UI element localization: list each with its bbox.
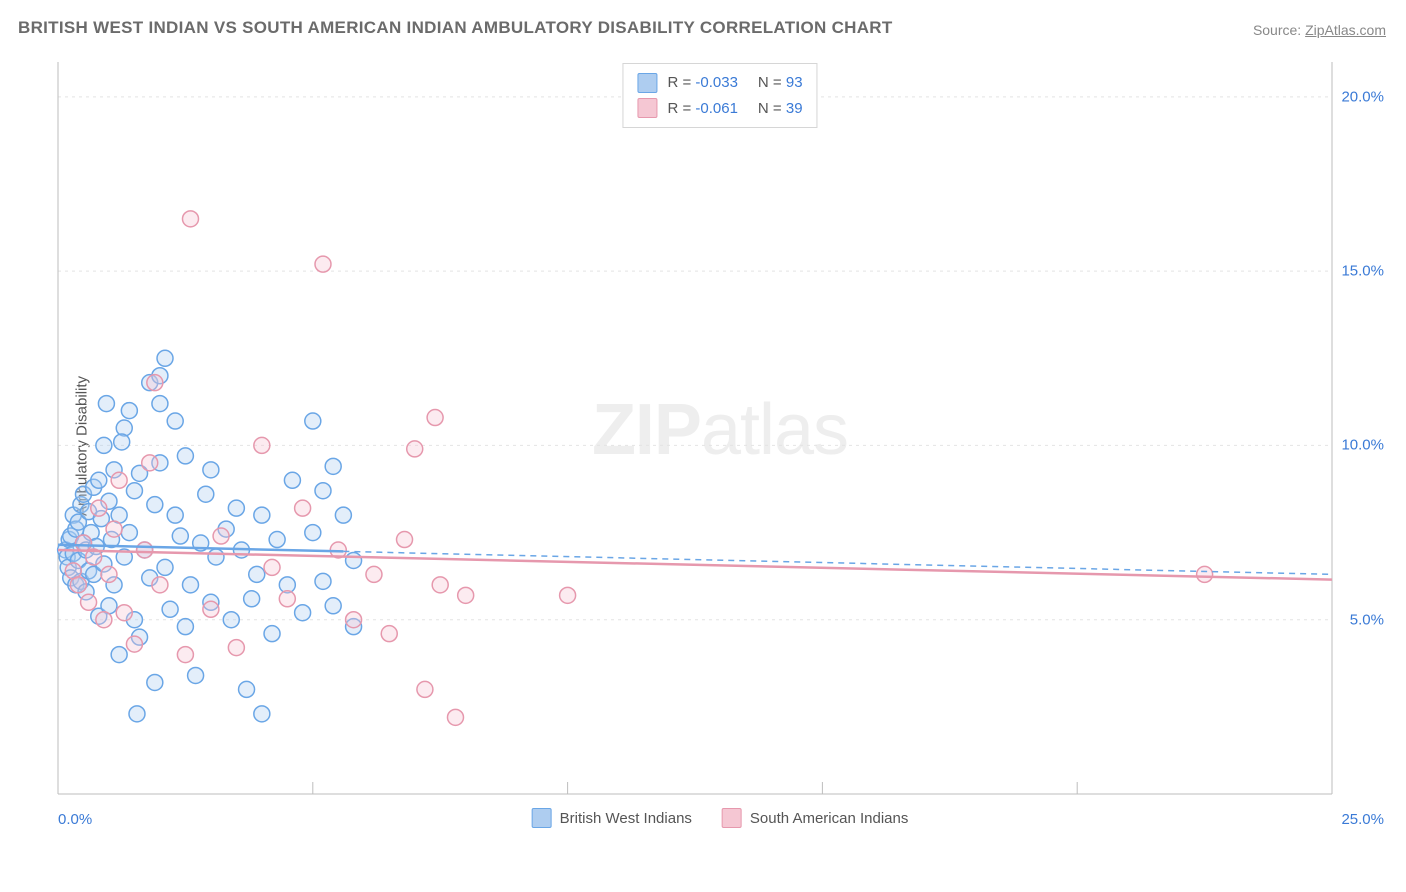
chart-container: BRITISH WEST INDIAN VS SOUTH AMERICAN IN… [0, 0, 1406, 892]
correlation-legend: R = -0.033 N = 93 R = -0.061 N = 39 [622, 63, 817, 128]
legend-row-1: R = -0.033 N = 93 [637, 70, 802, 96]
chart-title: BRITISH WEST INDIAN VS SOUTH AMERICAN IN… [18, 18, 893, 38]
source-attribution: Source: ZipAtlas.com [1253, 22, 1386, 38]
chart-area: ZIPatlas R = -0.033 N = 93 R = -0.061 N … [52, 60, 1388, 830]
source-link[interactable]: ZipAtlas.com [1305, 22, 1386, 38]
swatch-series-2 [637, 98, 657, 118]
scatter-plot [52, 60, 1388, 830]
source-label: Source: [1253, 22, 1301, 38]
legend-row-2: R = -0.061 N = 39 [637, 96, 802, 122]
swatch-series-1 [637, 73, 657, 93]
